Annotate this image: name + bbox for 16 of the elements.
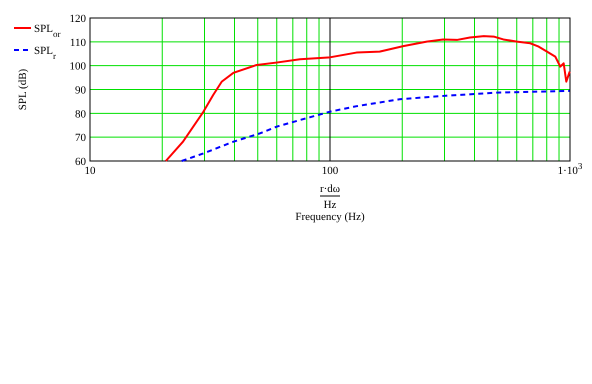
legend-label: SPL$_{r}$	[34, 45, 56, 61]
y-tick-label: 80	[75, 108, 86, 120]
legend-label: SPL$_{or}$	[34, 23, 60, 39]
y-tick-label: 110	[70, 36, 86, 49]
text: r·dω	[320, 183, 340, 195]
x-tick-label: 100	[322, 165, 339, 177]
x-tick-label: 10	[84, 165, 96, 177]
y-tick-label: 70	[75, 132, 86, 144]
text: Hz	[324, 199, 337, 211]
y-tick-label: 100	[70, 60, 86, 73]
y-axis-title: SPL (dB)	[17, 68, 29, 110]
x-axis-title: Frequency (Hz)	[295, 211, 365, 223]
y-tick-label: 120	[70, 13, 86, 25]
x-tick-label: 1·10$^{3}$	[558, 161, 583, 177]
y-tick-label: 60	[75, 156, 86, 168]
y-tick-label: 90	[75, 84, 86, 96]
